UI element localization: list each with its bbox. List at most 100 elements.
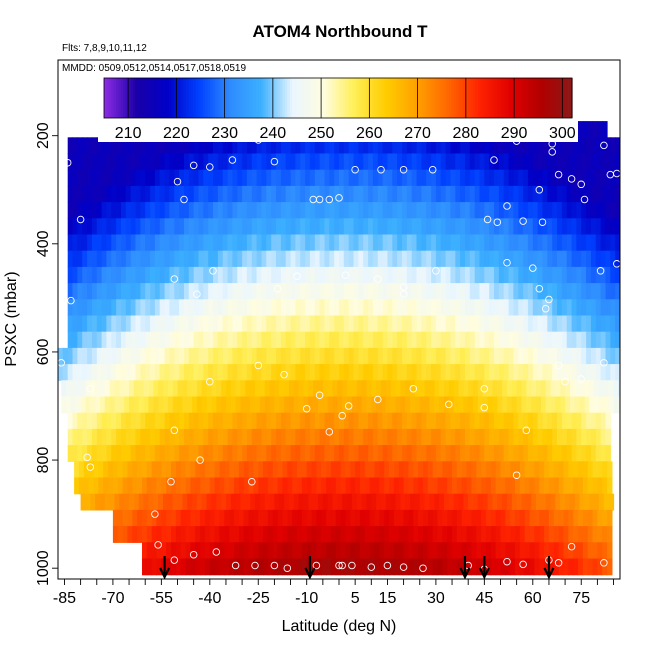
heatmap-cell	[610, 202, 616, 219]
heatmap-cell	[552, 153, 558, 171]
heatmap-cell	[209, 542, 216, 560]
heatmap-cell	[432, 509, 439, 527]
heatmap-cell	[290, 169, 296, 187]
heatmap-cell	[468, 380, 474, 398]
heatmap-cell	[256, 364, 262, 381]
heatmap-cell	[508, 185, 514, 203]
heatmap-cell	[576, 283, 582, 300]
observation-point	[567, 542, 576, 551]
heatmap-cell	[390, 396, 397, 414]
observation-point	[519, 217, 527, 225]
heatmap-cell	[576, 412, 582, 430]
heatmap-cell	[450, 331, 456, 349]
heatmap-cell	[87, 299, 93, 317]
heatmap-cell	[474, 266, 481, 284]
heatmap-cell	[406, 283, 413, 300]
heatmap-cell	[573, 477, 579, 495]
x-axis: -85 -70 -55 -40 -25 -10 5 15 30 45 60 75	[53, 579, 614, 607]
colorbar-swatch	[123, 78, 127, 118]
heatmap-cell	[248, 558, 254, 576]
heatmap-cell	[169, 315, 175, 333]
heatmap-cell	[350, 509, 356, 527]
heatmap-cell	[171, 477, 177, 495]
heatmap-cell	[474, 412, 481, 430]
heatmap-cell	[586, 364, 592, 381]
x-tick-label: 30	[427, 590, 445, 607]
heatmap-cell	[138, 493, 145, 511]
heatmap-cell	[142, 461, 148, 479]
heatmap-cell	[274, 493, 280, 511]
colorbar-swatch	[282, 78, 286, 118]
heatmap-cell	[125, 315, 132, 333]
heatmap-cell	[82, 185, 88, 203]
heatmap-cell	[445, 137, 451, 155]
heatmap-cell	[103, 461, 109, 479]
observation-point	[535, 284, 544, 293]
heatmap-cell	[358, 445, 364, 462]
heatmap-cell	[348, 153, 355, 171]
heatmap-cell	[518, 445, 524, 462]
temperature-heatmap	[58, 121, 620, 576]
heatmap-cell	[145, 283, 151, 300]
colorbar-swatch	[408, 78, 412, 118]
heatmap-cell	[87, 202, 93, 219]
heatmap-cell	[377, 347, 384, 365]
observation-point	[377, 165, 385, 174]
heatmap-cell	[532, 153, 539, 171]
heatmap-cell	[571, 185, 577, 203]
heatmap-cell	[523, 202, 529, 219]
heatmap-cell	[106, 428, 112, 446]
heatmap-cell	[595, 169, 602, 187]
heatmap-cell	[135, 234, 141, 252]
heatmap-cell	[72, 315, 78, 333]
heatmap-cell	[146, 477, 153, 495]
colorbar-swatch	[494, 78, 498, 118]
heatmap-cell	[484, 347, 490, 365]
heatmap-cell	[471, 526, 477, 543]
heatmap-cell	[163, 396, 169, 414]
heatmap-cell	[552, 364, 558, 381]
heatmap-cell	[330, 461, 337, 479]
y-axis-label: PSXC (mbar)	[3, 271, 20, 366]
heatmap-cell	[256, 234, 262, 252]
heatmap-cell	[581, 137, 587, 155]
colorbar-swatch	[400, 78, 404, 118]
heatmap-cell	[290, 347, 296, 365]
heatmap-cell	[261, 283, 267, 300]
heatmap-cell	[179, 283, 185, 300]
heatmap-cell	[295, 445, 301, 462]
heatmap-cell	[489, 266, 495, 284]
heatmap-cell	[471, 477, 477, 495]
heatmap-cell	[251, 428, 258, 446]
heatmap-cell	[590, 412, 597, 430]
heatmap-cell	[431, 331, 437, 349]
heatmap-cell	[127, 461, 133, 479]
heatmap-cell	[82, 331, 88, 349]
colorbar-swatch	[398, 78, 402, 118]
heatmap-cell	[269, 380, 275, 398]
heatmap-cell	[390, 380, 397, 398]
heatmap-cell	[550, 380, 556, 398]
heatmap-cell	[271, 331, 277, 349]
heatmap-cell	[184, 153, 190, 171]
heatmap-cell	[605, 283, 611, 300]
heatmap-cell	[563, 509, 569, 527]
colorbar-swatch	[130, 78, 134, 118]
heatmap-cell	[72, 234, 78, 252]
heatmap-cell	[579, 493, 585, 511]
observation-point	[273, 284, 282, 293]
colorbar-swatch	[366, 78, 370, 118]
heatmap-cell	[151, 509, 158, 527]
heatmap-cell	[87, 169, 93, 187]
colorbar-swatch	[354, 78, 358, 118]
observation-point	[483, 215, 492, 224]
heatmap-cell	[261, 347, 267, 365]
heatmap-cell	[334, 234, 340, 252]
heatmap-cell	[154, 250, 161, 268]
heatmap-cell	[456, 542, 463, 560]
heatmap-cell	[334, 428, 340, 446]
heatmap-cell	[566, 283, 573, 300]
heatmap-cell	[251, 347, 258, 365]
heatmap-cell	[389, 509, 395, 527]
colorbar-swatch	[490, 78, 494, 118]
